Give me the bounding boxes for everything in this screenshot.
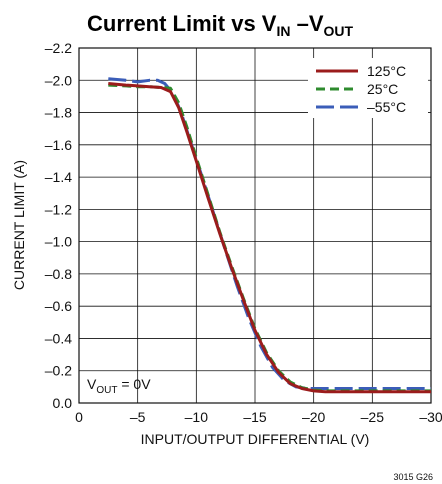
y-tick-labels: 0.0 –0.2 –0.4 –0.6 –0.8 –1.0 –1.2 –1.4 –1.6 –1.8 –… bbox=[45, 40, 72, 411]
vout-annotation: VOUT = 0V bbox=[87, 376, 151, 396]
x-tick-labels: 0 –5 –10 –15 –20 –25 –30 bbox=[75, 409, 442, 425]
legend-label-1: 25°C bbox=[367, 81, 398, 97]
y-tick-label: –0.4 bbox=[45, 330, 72, 346]
y-tick-label: –1.6 bbox=[45, 137, 72, 153]
y-tick-label: –2.2 bbox=[45, 40, 72, 56]
series-lines bbox=[108, 77, 431, 394]
legend-label-2: –55°C bbox=[367, 99, 406, 115]
x-tick-label: –25 bbox=[361, 409, 385, 425]
y-tick-label: –1.0 bbox=[45, 234, 72, 250]
chart-title-main: Current Limit vs V bbox=[87, 11, 277, 36]
x-tick-label: 0 bbox=[75, 409, 83, 425]
y-tick-label: –0.2 bbox=[45, 363, 72, 379]
y-tick-label: –1.2 bbox=[45, 201, 72, 217]
y-tick-label: –0.6 bbox=[45, 298, 72, 314]
chart-title-sub1: IN bbox=[276, 23, 290, 39]
x-tick-label: –5 bbox=[130, 409, 146, 425]
y-tick-label: –1.8 bbox=[45, 105, 72, 121]
y-tick-label: 0.0 bbox=[53, 395, 73, 411]
vout-annotation-main: V bbox=[87, 376, 97, 392]
y-tick-label: –0.8 bbox=[45, 266, 72, 282]
plot-frame bbox=[78, 47, 432, 404]
y-axis-label: CURRENT LIMIT (A) bbox=[11, 160, 27, 290]
x-tick-label: –10 bbox=[185, 409, 209, 425]
series-line-0 bbox=[108, 82, 431, 394]
y-tick-label: –1.4 bbox=[45, 169, 72, 185]
x-tick-label: –20 bbox=[302, 409, 326, 425]
legend: 125°C 25°C –55°C bbox=[308, 58, 428, 118]
legend-label-0: 125°C bbox=[367, 63, 406, 79]
chart-title-sub2: OUT bbox=[324, 23, 354, 39]
x-tick-label: –30 bbox=[419, 409, 442, 425]
series-line-1 bbox=[108, 83, 431, 393]
x-axis-label: INPUT/OUTPUT DIFFERENTIAL (V) bbox=[141, 431, 370, 447]
series-line-2 bbox=[108, 77, 431, 390]
figure-id: 3015 G26 bbox=[393, 472, 433, 482]
chart-title: Current Limit vs VIN –VOUT bbox=[87, 11, 354, 39]
y-tick-label: –2.0 bbox=[45, 72, 72, 88]
x-tick-label: –15 bbox=[243, 409, 267, 425]
chart-title-dash: –V bbox=[290, 11, 323, 36]
vout-annotation-rest: = 0V bbox=[117, 376, 151, 392]
vout-annotation-sub: OUT bbox=[96, 385, 117, 396]
